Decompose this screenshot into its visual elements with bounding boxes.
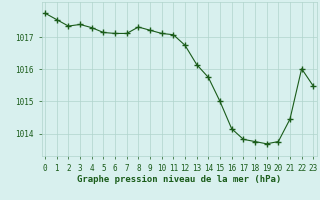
X-axis label: Graphe pression niveau de la mer (hPa): Graphe pression niveau de la mer (hPa) xyxy=(77,175,281,184)
